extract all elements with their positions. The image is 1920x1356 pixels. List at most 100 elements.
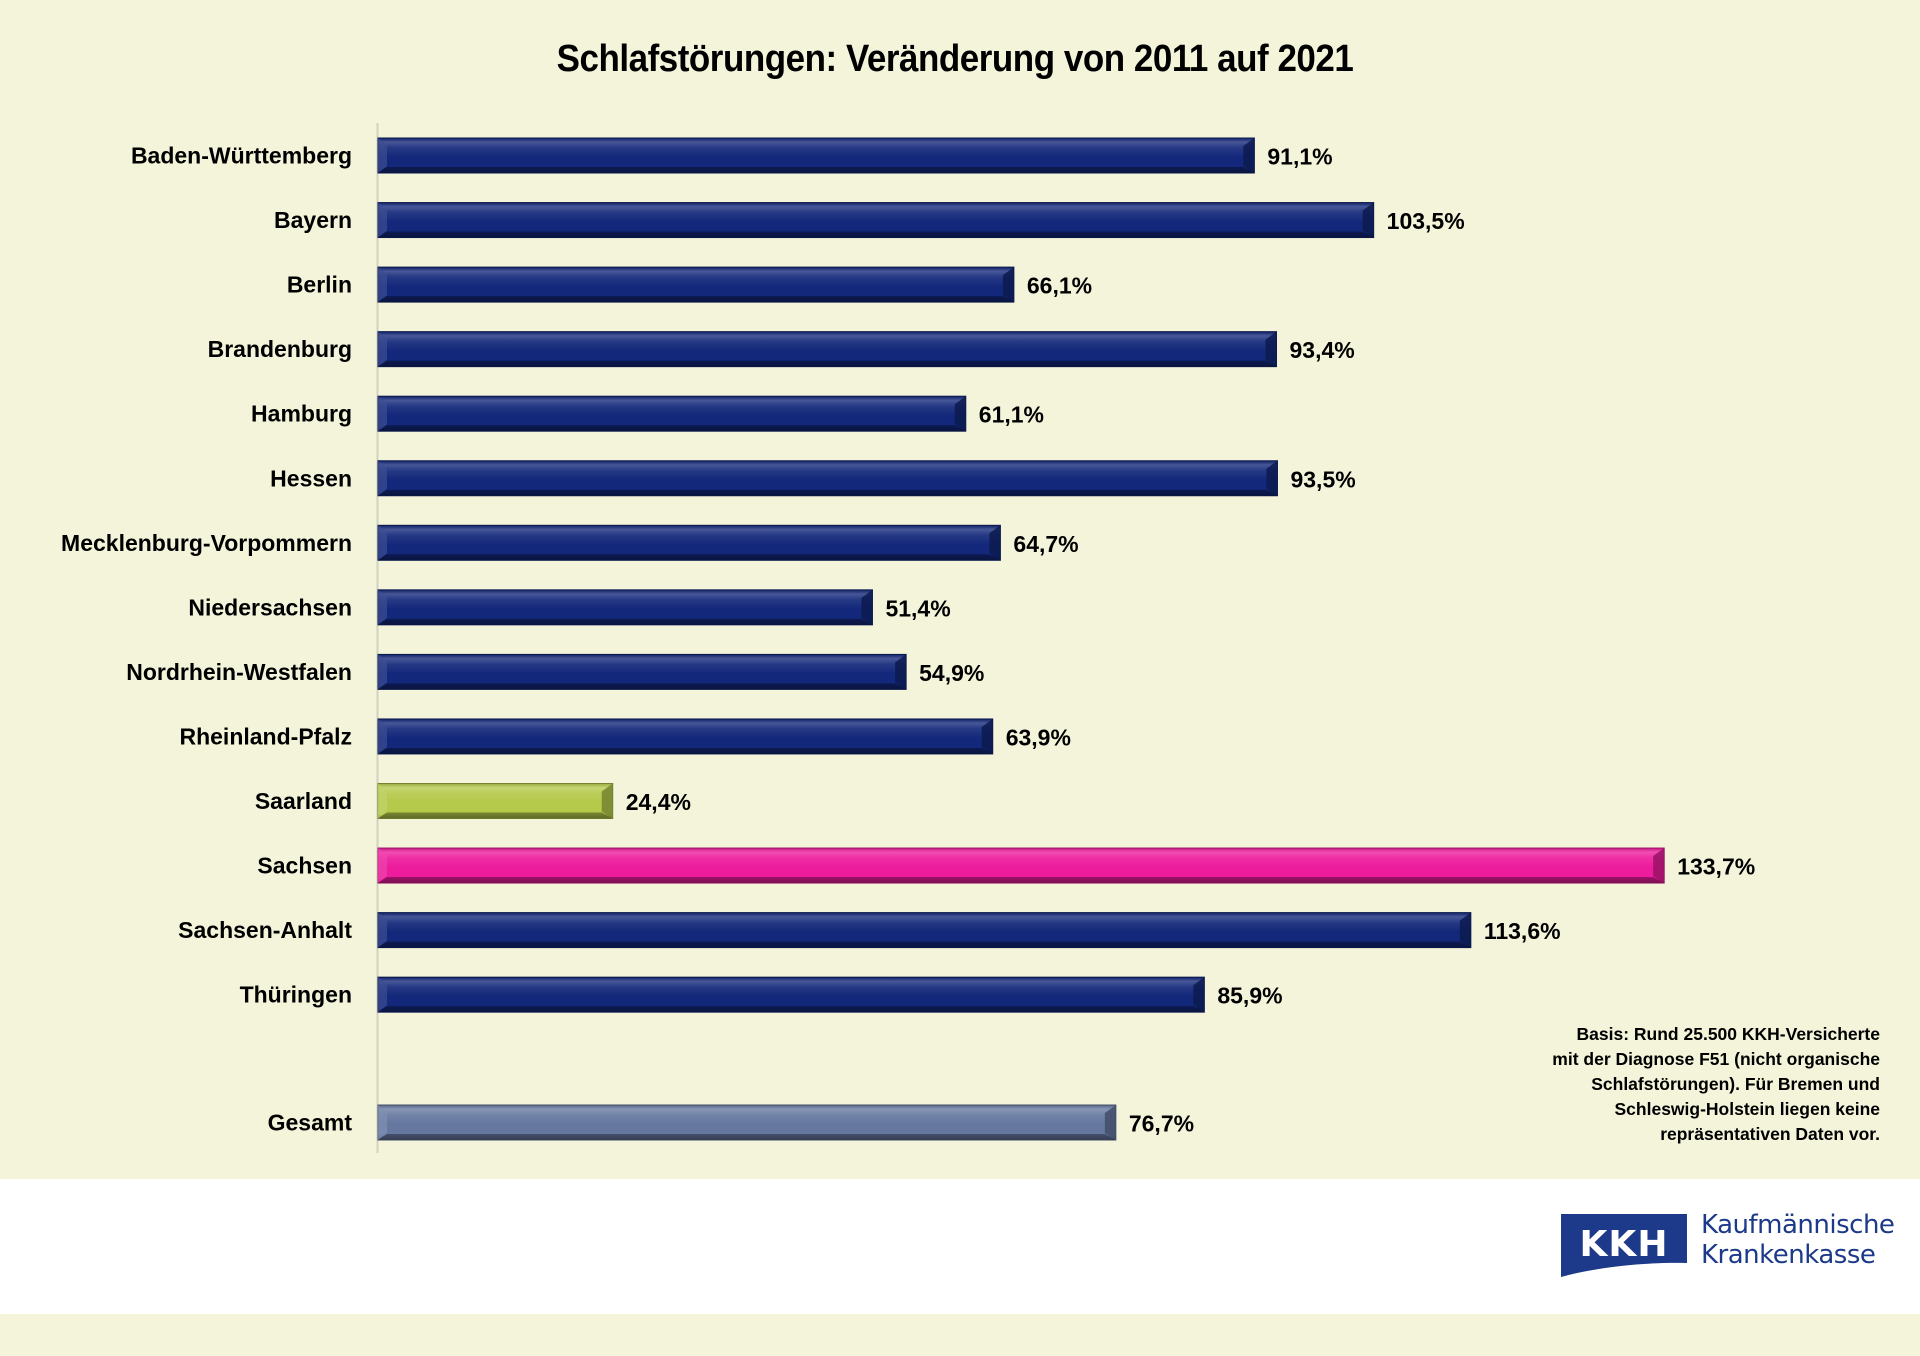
footnote-line: Schlafstörungen). Für Bremen und: [1591, 1074, 1880, 1094]
bar-bevel-left: [378, 267, 387, 303]
bar-group: Sachsen 133,7%: [257, 847, 1755, 884]
category-label: Saarland: [255, 788, 352, 814]
bar-bevel-bottom: [378, 425, 966, 432]
footnote: Basis: Rund 25.500 KKH-Versicherte mit d…: [1420, 1022, 1880, 1147]
bar-bevel-right: [861, 589, 873, 625]
bar-group: Mecklenburg-Vorpommern 64,7%: [61, 524, 1079, 561]
category-label: Bayern: [274, 207, 352, 233]
footnote-line: Schleswig-Holstein liegen keine: [1614, 1099, 1881, 1119]
bar-bevel-bottom: [378, 812, 613, 819]
bar-bevel-left: [378, 1105, 387, 1140]
value-label: 51,4%: [885, 595, 950, 621]
bar-bevel-right: [1459, 912, 1471, 948]
value-label: 133,7%: [1677, 854, 1755, 880]
bar-bevel-bottom: [378, 618, 873, 625]
bar-bevel-left: [378, 718, 387, 754]
bar-bevel-right: [989, 525, 1001, 561]
bar-bevel-left: [378, 589, 387, 625]
value-label: 85,9%: [1217, 983, 1282, 1009]
bar-bevel-left: [378, 654, 387, 690]
bar-bevel-bottom: [378, 167, 1255, 173]
bar-bevel-bottom: [378, 489, 1278, 496]
value-label: 93,5%: [1290, 466, 1355, 492]
kkh-logo-name: Kaufmännische Krankenkasse: [1701, 1210, 1895, 1270]
bar-bevel-right: [601, 783, 613, 819]
bars-layer: Baden-Württemberg 91,1% Bayern 103,5% Berlin…: [61, 137, 1755, 1141]
category-label: Thüringen: [240, 982, 352, 1008]
bar-group: Berlin 66,1%: [287, 266, 1092, 303]
bar-group: Thüringen 85,9%: [240, 976, 1283, 1013]
value-label: 61,1%: [979, 402, 1044, 428]
bar-bevel-bottom: [378, 683, 907, 690]
footnote-line: repräsentativen Daten vor.: [1660, 1124, 1880, 1144]
bar-bevel-bottom: [378, 296, 1014, 303]
bar-bevel-left: [378, 396, 387, 432]
bar-group: Rheinland-Pfalz 63,9%: [179, 718, 1071, 755]
bar-bevel-left: [378, 783, 387, 819]
bar-bevel-bottom: [378, 1134, 1116, 1140]
category-label: Nordrhein-Westfalen: [126, 659, 352, 685]
kkh-logo-mark: KKH: [1561, 1214, 1687, 1277]
category-label: Gesamt: [268, 1110, 353, 1136]
chart-title: Schlafstörungen: Veränderung von 2011 au…: [556, 38, 1354, 80]
value-label: 91,1%: [1267, 144, 1332, 170]
bar-group: Nordrhein-Westfalen 54,9%: [126, 653, 984, 690]
kkh-logo-shape: [1561, 1214, 1687, 1277]
bar-bevel-right: [981, 718, 993, 754]
bar-bevel-right: [1653, 848, 1665, 884]
bar-bevel-right: [1193, 977, 1205, 1013]
value-label: 93,4%: [1290, 337, 1355, 363]
category-label: Rheinland-Pfalz: [179, 723, 352, 749]
bar-bevel-left: [378, 977, 387, 1013]
bar-bevel-left: [378, 525, 387, 561]
bar-group: Brandenburg 93,4%: [208, 331, 1355, 368]
category-label: Hamburg: [251, 401, 352, 427]
bar-bevel-right: [895, 654, 907, 690]
bar-group: Saarland 24,4%: [255, 783, 691, 819]
category-label: Mecklenburg-Vorpommern: [61, 530, 352, 556]
bar-bevel-left: [378, 912, 387, 948]
bar-bevel-left: [378, 848, 387, 884]
value-label: 24,4%: [626, 789, 691, 815]
bar-group: Gesamt 76,7%: [268, 1104, 1194, 1141]
bar-group: Hessen 93,5%: [270, 460, 1356, 497]
bar-bevel-right: [1265, 331, 1277, 367]
kkh-logo-name-line2: Krankenkasse: [1701, 1240, 1876, 1270]
bar-bevel-bottom: [378, 231, 1374, 238]
bar-bevel-left: [378, 138, 387, 173]
bar-bevel-bottom: [378, 941, 1471, 948]
bar-group: Niedersachsen 51,4%: [188, 589, 951, 626]
category-label: Niedersachsen: [188, 594, 352, 620]
kkh-logo-name-line1: Kaufmännische: [1701, 1210, 1895, 1240]
bar-group: Sachsen-Anhalt 113,6%: [178, 912, 1561, 949]
kkh-logo-letters: KKH: [1580, 1224, 1669, 1265]
value-label: 113,6%: [1484, 918, 1561, 944]
bar-bevel-right: [1362, 202, 1374, 238]
bar-bevel-left: [378, 460, 387, 496]
bar-bevel-bottom: [378, 554, 1001, 561]
category-label: Berlin: [287, 272, 352, 298]
bar-bevel-right: [1104, 1105, 1116, 1140]
category-label: Hessen: [270, 465, 352, 491]
bar-bevel-bottom: [378, 747, 993, 754]
category-label: Sachsen: [257, 853, 352, 879]
value-label: 64,7%: [1013, 531, 1078, 557]
value-label: 103,5%: [1387, 208, 1465, 234]
kkh-logo: KKH Kaufmännische Krankenkasse: [1561, 1210, 1895, 1282]
bar-bevel-left: [378, 202, 387, 238]
footnote-line: mit der Diagnose F51 (nicht organische: [1552, 1049, 1880, 1069]
category-label: Sachsen-Anhalt: [178, 917, 352, 943]
bar-bevel-left: [378, 331, 387, 367]
bar-bevel-right: [1266, 460, 1278, 496]
value-label: 66,1%: [1027, 273, 1092, 299]
value-label: 54,9%: [919, 660, 984, 686]
bar-group: Hamburg 61,1%: [251, 395, 1044, 432]
value-label: 63,9%: [1006, 724, 1071, 750]
bar-bevel-right: [1243, 138, 1255, 173]
category-label: Brandenburg: [208, 336, 352, 362]
footnote-line: Basis: Rund 25.500 KKH-Versicherte: [1576, 1024, 1880, 1044]
value-label: 76,7%: [1129, 1111, 1194, 1137]
bar-bevel-bottom: [378, 877, 1665, 884]
bar-bevel-bottom: [378, 360, 1277, 367]
bottom-band: [0, 1314, 1920, 1356]
